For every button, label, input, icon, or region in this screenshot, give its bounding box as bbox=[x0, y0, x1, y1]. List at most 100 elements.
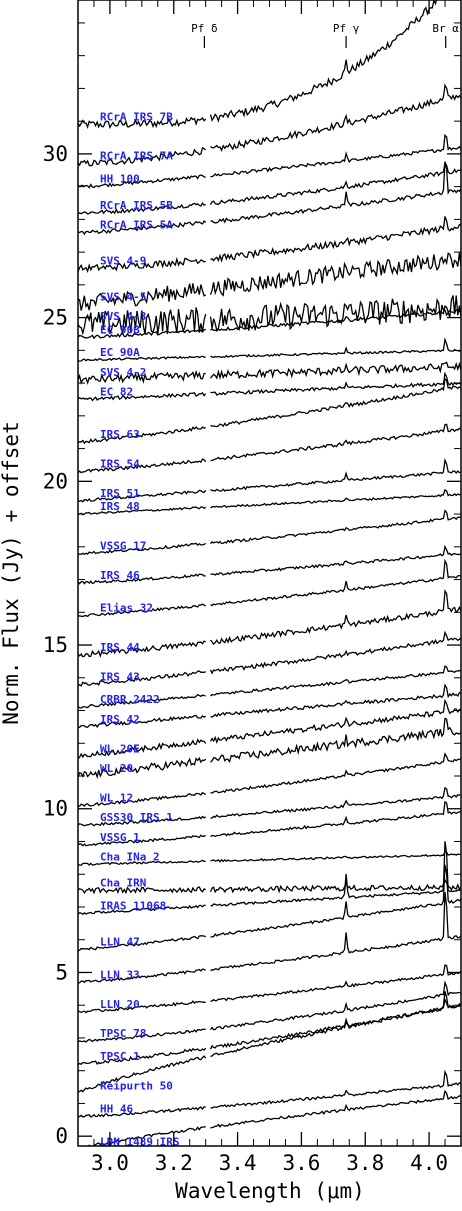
x-tick-label: 3.2 bbox=[155, 1151, 193, 1175]
x-tick-label: 4.0 bbox=[410, 1151, 448, 1175]
series-label: EC 90B bbox=[100, 323, 140, 336]
series-label: IRS 42 bbox=[100, 713, 140, 726]
series-line bbox=[78, 698, 461, 760]
series-line bbox=[78, 216, 461, 273]
series-line bbox=[78, 509, 461, 555]
y-tick-label: 10 bbox=[43, 797, 68, 821]
series-label: WL 20 bbox=[100, 762, 133, 775]
y-axis-label: Norm. Flux (Jy) + offset bbox=[0, 421, 23, 724]
series-label: IRS 43 bbox=[100, 670, 140, 683]
series-label: LLN 47 bbox=[100, 936, 140, 949]
series-label: IRS 54 bbox=[100, 457, 140, 470]
x-axis-label: Wavelength (μm) bbox=[175, 1179, 365, 1203]
series-line bbox=[78, 161, 461, 236]
series-label: Cha IRN bbox=[100, 877, 146, 890]
y-tick-label: 25 bbox=[43, 306, 68, 330]
series-line bbox=[78, 980, 461, 1043]
series-label: SVS 4-9 bbox=[100, 254, 146, 267]
series-line bbox=[78, 752, 461, 808]
line-marker-label: Pf δ bbox=[191, 22, 218, 35]
series-line bbox=[78, 588, 461, 658]
line-marker-label: Br α bbox=[432, 22, 459, 35]
series-label: WL 12 bbox=[100, 791, 133, 804]
series-label: TPSC 78 bbox=[100, 1027, 146, 1040]
x-tick-label: 3.0 bbox=[91, 1151, 129, 1175]
series-layer bbox=[78, 0, 461, 1146]
series-label: WL 20E bbox=[100, 742, 140, 755]
series-line bbox=[78, 371, 461, 402]
x-tick-label: 3.8 bbox=[346, 1151, 384, 1175]
series-line bbox=[78, 892, 461, 984]
series-line bbox=[78, 252, 461, 311]
series-line bbox=[78, 361, 461, 386]
series-labels: RCrA IRS 7B RCrA IRS 7A HH 100 RCrA IRS 5B R… bbox=[100, 110, 179, 1148]
series-label: GSS30 IRS 1 bbox=[100, 811, 173, 824]
series-line bbox=[78, 558, 461, 618]
series-line bbox=[78, 630, 461, 687]
series-line bbox=[78, 717, 461, 780]
series-label: RCrA IRS 5A bbox=[100, 218, 173, 231]
x-tick-label: 3.4 bbox=[219, 1151, 257, 1175]
series-label: RCrA IRS 7A bbox=[100, 150, 173, 163]
series-label: IRS 44 bbox=[100, 641, 140, 654]
series-label: VSSG 17 bbox=[100, 539, 146, 552]
series-line bbox=[78, 161, 461, 215]
series-line bbox=[78, 457, 461, 503]
series-line bbox=[78, 841, 461, 916]
series-line bbox=[78, 786, 461, 827]
series-label: RCrA IRS 5B bbox=[100, 199, 173, 212]
series-line bbox=[85, 1089, 461, 1146]
series-label: IRS 46 bbox=[100, 569, 140, 582]
series-line bbox=[78, 305, 461, 340]
series-label: IRAS 11068 bbox=[100, 900, 166, 913]
series-label: HH 46 bbox=[100, 1103, 133, 1116]
series-line bbox=[78, 423, 461, 474]
series-line bbox=[78, 133, 461, 189]
series-line bbox=[78, 864, 461, 952]
series-label: Elias 32 bbox=[100, 602, 153, 615]
series-line bbox=[78, 337, 461, 362]
series-line bbox=[78, 997, 461, 1093]
y-tick-label: 15 bbox=[43, 633, 68, 657]
y-tick-label: 5 bbox=[55, 960, 68, 984]
series-label: TPSC 1 bbox=[100, 1050, 140, 1063]
series-line bbox=[78, 665, 461, 709]
y-tick-label: 30 bbox=[43, 142, 68, 166]
series-label: CRBR 2422 bbox=[100, 693, 160, 706]
x-tick-label: 3.6 bbox=[282, 1151, 320, 1175]
series-label: IRS 48 bbox=[100, 500, 140, 513]
series-line bbox=[78, 544, 461, 585]
series-label: SVS 4-5 bbox=[100, 291, 146, 304]
series-label: LDN 1489 IRS bbox=[100, 1135, 179, 1148]
line-markers: Pf δ Pf γ Br α bbox=[191, 22, 459, 48]
axis-ticks: 0 5 10 15 20 25 30 3.0 3.2 3.4 3.6 3.8 4.0 bbox=[43, 0, 462, 1175]
y-tick-label: 20 bbox=[43, 469, 68, 493]
series-line bbox=[78, 377, 461, 445]
series-label: EC 90A bbox=[100, 346, 140, 359]
series-label: LLN 33 bbox=[100, 968, 140, 981]
y-tick-label: 0 bbox=[55, 1124, 68, 1148]
series-label: SVS 4-3 bbox=[100, 310, 146, 323]
series-label: IRS 63 bbox=[100, 428, 140, 441]
series-line bbox=[78, 1069, 461, 1118]
series-label: Cha INa 2 bbox=[100, 850, 160, 863]
series-label: HH 100 bbox=[100, 173, 140, 186]
series-line bbox=[78, 964, 461, 1014]
series-line bbox=[78, 488, 461, 516]
series-line bbox=[78, 851, 461, 866]
series-label: Reipurth 50 bbox=[100, 1080, 173, 1093]
series-label: LLN 20 bbox=[100, 998, 140, 1011]
series-label: SVS 4-2 bbox=[100, 366, 146, 379]
series-line bbox=[78, 83, 461, 167]
series-line bbox=[78, 683, 461, 729]
series-line bbox=[78, 295, 461, 336]
series-line bbox=[78, 800, 461, 847]
series-line bbox=[78, 0, 438, 130]
series-label: IRS 51 bbox=[100, 487, 140, 500]
series-label: VSSG 1 bbox=[100, 831, 140, 844]
series-line bbox=[78, 878, 461, 895]
series-label: EC 82 bbox=[100, 385, 133, 398]
line-marker-label: Pf γ bbox=[333, 22, 360, 35]
series-label: RCrA IRS 7B bbox=[100, 110, 173, 123]
